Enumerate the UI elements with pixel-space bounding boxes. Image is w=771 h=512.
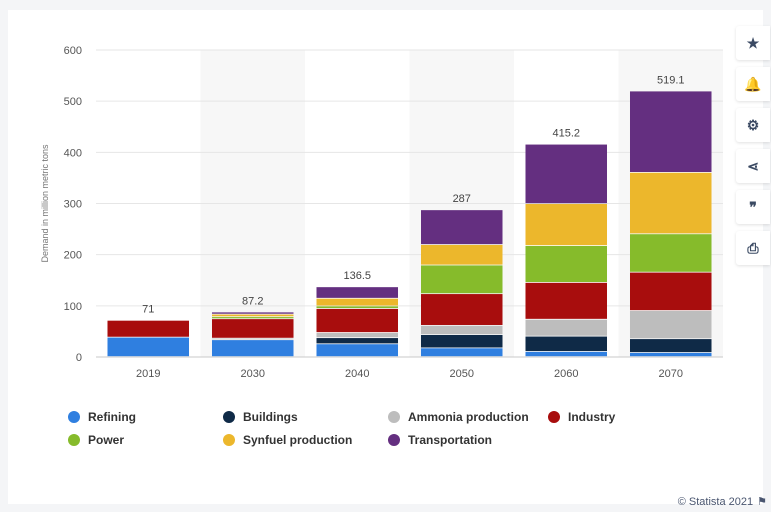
total-label: 519.1 — [657, 74, 685, 86]
legend-item[interactable]: Power — [68, 433, 124, 447]
bar-segment — [316, 306, 399, 309]
bar-segment — [420, 265, 503, 294]
bar-segment — [420, 334, 503, 348]
bar-segment — [211, 319, 294, 338]
y-tick-label: 0 — [76, 352, 82, 364]
x-tick-label: 2019 — [136, 368, 160, 380]
y-axis-label: Demand in million metric tons — [40, 144, 50, 263]
legend-label: Transportation — [408, 433, 493, 447]
footer-credit[interactable]: © Statista 2021 ⚑ — [677, 495, 767, 509]
bar-segment — [525, 336, 608, 352]
bar-segment — [629, 234, 712, 272]
chart-canvas: 0 100 200 300 400 500 600 Demand in million met… — [40, 45, 723, 380]
gear-icon[interactable]: ⚙ — [736, 108, 770, 142]
legend-swatch — [223, 434, 235, 446]
bar-segment — [525, 245, 608, 283]
legend-item[interactable]: Transportation — [388, 433, 492, 447]
legend-swatch — [223, 411, 235, 423]
chart-card: 0 100 200 300 400 500 600 Demand in million met… — [8, 10, 763, 504]
x-tick-label: 2050 — [450, 368, 474, 380]
bar-segment — [316, 338, 399, 344]
bar-segment — [629, 272, 712, 311]
bar-segment — [211, 317, 294, 319]
bar-segment — [107, 320, 190, 337]
bar-segment — [629, 339, 712, 353]
bar-segment — [525, 351, 608, 357]
legend-item[interactable]: Refining — [68, 410, 136, 424]
bar-segment — [420, 210, 503, 245]
bar-segment — [525, 319, 608, 336]
share-icon[interactable]: ⋖ — [736, 149, 770, 183]
bar-segment — [316, 344, 399, 357]
legend-label: Ammonia production — [408, 410, 529, 424]
y-tick-label: 200 — [64, 250, 82, 262]
legend-swatch — [68, 434, 80, 446]
bar-segment — [316, 332, 399, 338]
y-tick-label: 600 — [64, 45, 82, 57]
total-label: 287 — [453, 193, 471, 205]
x-tick-label: 2060 — [554, 368, 578, 380]
bar-segment — [316, 308, 399, 333]
legend-item[interactable]: Synfuel production — [223, 433, 352, 447]
bar-segment — [525, 204, 608, 246]
star-icon[interactable]: ★ — [736, 26, 770, 60]
x-tick-label: 2070 — [659, 368, 683, 380]
legend-swatch — [548, 411, 560, 423]
side-toolbar: ★ 🔔 ⚙ ⋖ ❞ ⎙ — [736, 26, 771, 272]
legend-swatch — [388, 434, 400, 446]
legend-label: Buildings — [243, 410, 298, 424]
bar-segment — [420, 294, 503, 325]
bell-icon[interactable]: 🔔 — [736, 67, 770, 101]
bar-segment — [211, 314, 294, 317]
bar-segment — [211, 338, 294, 340]
legend-label: Refining — [88, 410, 136, 424]
total-label: 71 — [142, 304, 154, 316]
bar-segment — [211, 312, 294, 314]
legend-label: Power — [88, 433, 125, 447]
bar-segment — [629, 310, 712, 339]
legend-label: Synfuel production — [243, 433, 353, 447]
bar-segment — [525, 282, 608, 319]
bar-segment — [211, 340, 294, 357]
legend-item[interactable]: Buildings — [223, 410, 298, 424]
legend-item[interactable]: Industry — [548, 410, 615, 424]
bar-segment — [629, 172, 712, 234]
legend-item[interactable]: Ammonia production — [388, 410, 529, 424]
bar-segment — [629, 352, 712, 357]
legend-label: Industry — [568, 410, 616, 424]
y-tick-label: 500 — [64, 96, 82, 108]
legend-swatch — [388, 411, 400, 423]
bar-segment — [107, 337, 190, 357]
flag-icon: ⚑ — [757, 496, 767, 508]
bar-segment — [629, 91, 712, 172]
total-label: 136.5 — [343, 270, 371, 282]
bar-segment — [316, 298, 399, 306]
bar-segment — [525, 144, 608, 204]
bar-segment — [420, 244, 503, 265]
bar-segment — [420, 325, 503, 335]
copyright-text: © Statista 2021 — [677, 495, 754, 508]
quote-icon[interactable]: ❞ — [736, 190, 770, 224]
total-label: 87.2 — [242, 295, 263, 307]
y-tick-label: 100 — [64, 301, 82, 313]
bar-segment — [316, 287, 399, 298]
chart-legend: Refining Buildings Ammonia production Indus… — [68, 410, 668, 460]
x-tick-label: 2040 — [345, 368, 369, 380]
print-icon[interactable]: ⎙ — [736, 231, 770, 265]
total-label: 415.2 — [552, 128, 580, 140]
bar-segment — [420, 348, 503, 357]
y-tick-label: 400 — [64, 147, 82, 159]
legend-swatch — [68, 411, 80, 423]
y-tick-label: 300 — [64, 199, 82, 211]
x-tick-label: 2030 — [241, 368, 265, 380]
